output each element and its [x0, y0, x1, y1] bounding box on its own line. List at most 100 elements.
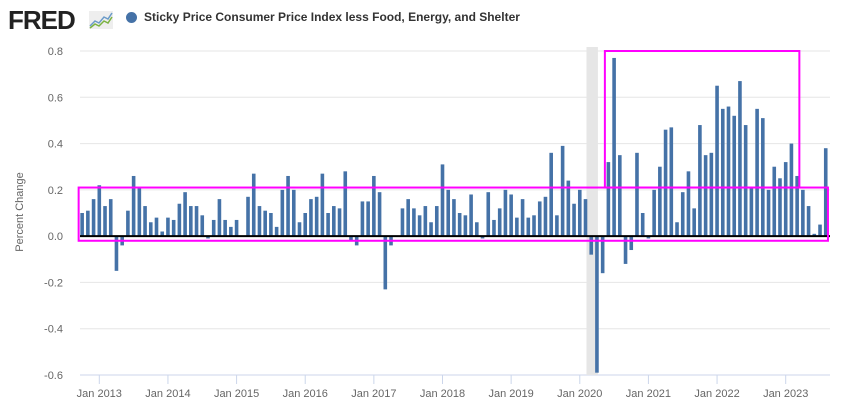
bar[interactable]	[91, 199, 96, 237]
bar[interactable]	[206, 236, 210, 239]
bar[interactable]	[629, 236, 634, 251]
bar[interactable]	[577, 189, 582, 237]
bar[interactable]	[532, 215, 536, 237]
bar[interactable]	[257, 206, 262, 237]
bar[interactable]	[343, 171, 348, 237]
bar[interactable]	[503, 189, 508, 237]
bar[interactable]	[171, 219, 176, 237]
bar[interactable]	[755, 108, 759, 237]
bar[interactable]	[263, 210, 267, 237]
bar[interactable]	[680, 192, 685, 237]
bar[interactable]	[463, 215, 468, 237]
bar[interactable]	[194, 206, 199, 237]
bar[interactable]	[663, 129, 668, 237]
bar[interactable]	[320, 173, 325, 237]
bar[interactable]	[635, 152, 639, 237]
bar[interactable]	[709, 152, 714, 237]
bar[interactable]	[377, 192, 382, 237]
bar[interactable]	[543, 196, 548, 237]
bar[interactable]	[234, 219, 239, 237]
bar[interactable]	[669, 127, 674, 237]
bar[interactable]	[715, 85, 719, 237]
bar[interactable]	[812, 233, 817, 237]
bar[interactable]	[720, 108, 725, 237]
bar[interactable]	[183, 192, 187, 237]
bar[interactable]	[686, 171, 691, 237]
bar[interactable]	[566, 180, 571, 237]
bar[interactable]	[80, 213, 84, 237]
bar[interactable]	[223, 219, 227, 237]
bar[interactable]	[103, 206, 107, 237]
bar[interactable]	[555, 215, 559, 237]
bar[interactable]	[143, 206, 147, 237]
bar[interactable]	[766, 189, 771, 237]
bar[interactable]	[515, 217, 519, 237]
bar[interactable]	[801, 189, 805, 237]
bar[interactable]	[108, 199, 113, 237]
bar[interactable]	[772, 166, 777, 237]
bar[interactable]	[160, 231, 165, 237]
bar[interactable]	[549, 152, 553, 237]
bar[interactable]	[189, 206, 193, 237]
bar[interactable]	[211, 219, 216, 237]
bar[interactable]	[823, 148, 828, 237]
bar[interactable]	[314, 196, 319, 237]
bar[interactable]	[309, 199, 313, 237]
bar[interactable]	[595, 236, 599, 373]
bar[interactable]	[114, 236, 119, 271]
bar[interactable]	[452, 199, 456, 237]
bar[interactable]	[583, 199, 588, 237]
bar[interactable]	[520, 199, 525, 237]
bar[interactable]	[97, 185, 102, 237]
bar[interactable]	[154, 217, 159, 237]
bar[interactable]	[572, 203, 576, 237]
bar[interactable]	[131, 175, 136, 237]
bar[interactable]	[457, 213, 462, 237]
bar[interactable]	[332, 206, 336, 237]
bar[interactable]	[606, 162, 611, 237]
bar[interactable]	[589, 236, 594, 255]
legend-label[interactable]: Sticky Price Consumer Price Index less F…	[144, 10, 520, 24]
bar[interactable]	[818, 224, 822, 237]
bar[interactable]	[526, 217, 531, 237]
bar[interactable]	[423, 206, 428, 237]
bar[interactable]	[217, 199, 222, 237]
bar[interactable]	[795, 175, 799, 237]
bar[interactable]	[251, 173, 256, 237]
bar[interactable]	[509, 194, 513, 237]
bar[interactable]	[698, 125, 702, 237]
bar[interactable]	[623, 236, 628, 264]
bar[interactable]	[148, 222, 153, 237]
bar[interactable]	[291, 189, 296, 237]
fred-logo[interactable]: FRED	[8, 5, 76, 35]
bar[interactable]	[337, 208, 342, 237]
bar[interactable]	[200, 215, 205, 237]
bar[interactable]	[537, 201, 542, 237]
bar[interactable]	[406, 199, 410, 237]
bar[interactable]	[612, 57, 616, 237]
bar[interactable]	[778, 178, 782, 237]
bar[interactable]	[658, 166, 662, 237]
bar[interactable]	[417, 215, 422, 237]
bar[interactable]	[360, 201, 365, 237]
bar[interactable]	[372, 175, 376, 237]
bar[interactable]	[783, 162, 788, 237]
bar[interactable]	[412, 208, 416, 237]
bar[interactable]	[646, 236, 651, 239]
bar[interactable]	[749, 187, 754, 237]
bar[interactable]	[274, 226, 279, 237]
bar[interactable]	[600, 236, 605, 274]
bar[interactable]	[246, 196, 250, 237]
bar[interactable]	[229, 226, 233, 237]
bar[interactable]	[269, 213, 273, 237]
bar[interactable]	[326, 213, 330, 237]
bar[interactable]	[383, 236, 388, 290]
bar[interactable]	[303, 213, 308, 237]
bar[interactable]	[366, 201, 370, 237]
bar[interactable]	[761, 118, 765, 237]
bar[interactable]	[806, 206, 811, 237]
bar[interactable]	[692, 208, 696, 237]
bar[interactable]	[726, 106, 731, 237]
bar[interactable]	[560, 145, 565, 237]
bar[interactable]	[429, 222, 433, 237]
